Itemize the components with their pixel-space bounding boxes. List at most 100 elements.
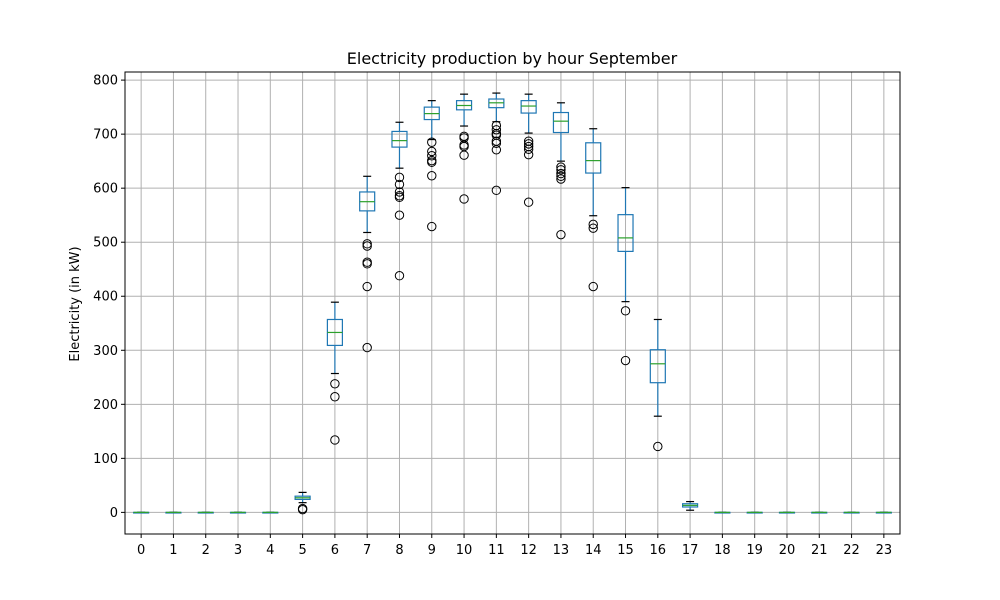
x-tick-label: 22: [843, 543, 860, 558]
box-hour-18: [714, 511, 731, 514]
box-hour-15: [617, 187, 634, 366]
outlier-point: [362, 239, 372, 249]
x-tick-label: 14: [585, 543, 602, 558]
box-hour-16: [649, 318, 666, 452]
outlier-point: [556, 171, 566, 181]
outlier-point: [427, 221, 437, 232]
outlier-point: [459, 194, 469, 204]
box-hour-11: [488, 92, 505, 196]
outlier-point: [394, 271, 405, 281]
x-tick-label: 3: [234, 543, 242, 558]
box-hour-10: [455, 93, 473, 204]
iqr-box: [617, 214, 634, 252]
outlier-point: [394, 192, 405, 203]
x-tick-label: 2: [202, 543, 210, 558]
x-tick-label: 16: [650, 543, 667, 558]
y-tick-label: 400: [93, 290, 118, 305]
outlier-point: [362, 342, 372, 353]
grid-lines: [125, 72, 900, 534]
outlier-point: [588, 281, 598, 292]
box-hour-20: [778, 511, 796, 514]
outlier-point: [394, 210, 405, 220]
ticks-layer: 0 1 2 3 4 5 6 7 8 9 10 11 12 13 14 15 16 17 18 19 20 21 22 2301…: [93, 74, 892, 558]
boxes-layer: [133, 92, 892, 515]
box-hour-19: [746, 511, 763, 514]
outlier-point: [427, 171, 437, 181]
box-hour-3: [229, 511, 247, 514]
x-tick-label: 11: [488, 543, 505, 558]
x-tick-label: 23: [876, 543, 893, 558]
outlier-point: [653, 441, 663, 452]
outlier-point: [620, 306, 631, 316]
iqr-box: [391, 130, 408, 148]
x-tick-label: 20: [779, 543, 796, 558]
outlier-point: [556, 168, 566, 179]
outlier-point: [427, 137, 437, 147]
outlier-point: [427, 157, 437, 167]
box-hour-8: [391, 121, 408, 281]
x-tick-label: 6: [331, 543, 339, 558]
outlier-point: [491, 145, 502, 155]
iqr-box: [520, 100, 537, 114]
x-tick-label: 8: [395, 543, 403, 558]
y-tick-label: 600: [93, 182, 118, 197]
box-hour-9: [423, 100, 440, 232]
outlier-point: [491, 125, 502, 135]
x-tick-label: 0: [137, 543, 145, 558]
outlier-point: [556, 162, 566, 172]
outlier-point: [523, 144, 534, 154]
box-hour-6: [326, 301, 343, 445]
box-hour-14: [585, 128, 602, 292]
outlier-point: [427, 151, 437, 161]
y-tick-label: 700: [93, 128, 118, 143]
outlier-point: [523, 139, 534, 149]
outlier-point: [523, 149, 534, 160]
iqr-box: [552, 111, 570, 134]
outlier-point: [362, 281, 372, 292]
y-tick-label: 200: [93, 398, 118, 413]
iqr-box: [585, 142, 602, 174]
box-hour-22: [843, 511, 860, 514]
outlier-point: [297, 503, 308, 514]
outlier-point: [330, 392, 340, 402]
plot-frame: [124, 71, 901, 535]
y-tick-label: 500: [93, 236, 118, 251]
outlier-point: [427, 146, 437, 157]
x-tick-label: 12: [520, 543, 537, 558]
outlier-point: [556, 229, 566, 240]
outlier-point: [362, 259, 372, 269]
outlier-point: [491, 138, 502, 149]
outlier-point: [459, 150, 469, 160]
iqr-box: [649, 349, 666, 384]
x-tick-label: 4: [266, 543, 274, 558]
x-tick-label: 21: [811, 543, 828, 558]
outlier-point: [556, 165, 566, 175]
x-tick-label: 17: [682, 543, 699, 558]
y-tick-label: 800: [93, 74, 118, 89]
x-tick-label: 10: [456, 543, 473, 558]
x-tick-label: 7: [363, 543, 371, 558]
y-axis-label: Electricity (in kW): [68, 246, 83, 361]
chart-title: Electricity production by hour September: [347, 49, 678, 68]
outlier-point: [556, 174, 566, 184]
box-hour-7: [359, 175, 376, 353]
outlier-point: [394, 172, 405, 183]
box-hour-12: [520, 93, 537, 207]
outlier-point: [362, 241, 372, 251]
box-hour-2: [197, 511, 214, 514]
outlier-point: [588, 223, 598, 233]
y-tick-label: 100: [93, 452, 118, 467]
x-tick-label: 9: [428, 543, 436, 558]
box-hour-4: [262, 511, 279, 514]
x-tick-label: 13: [553, 543, 570, 558]
y-tick-label: 0: [110, 506, 118, 521]
x-tick-label: 19: [746, 543, 763, 558]
outlier-point: [330, 379, 340, 389]
outlier-point: [620, 355, 631, 366]
x-tick-label: 18: [714, 543, 731, 558]
box-hour-17: [682, 500, 699, 511]
outlier-point: [330, 435, 340, 445]
outlier-point: [491, 185, 502, 196]
x-tick-label: 15: [617, 543, 634, 558]
